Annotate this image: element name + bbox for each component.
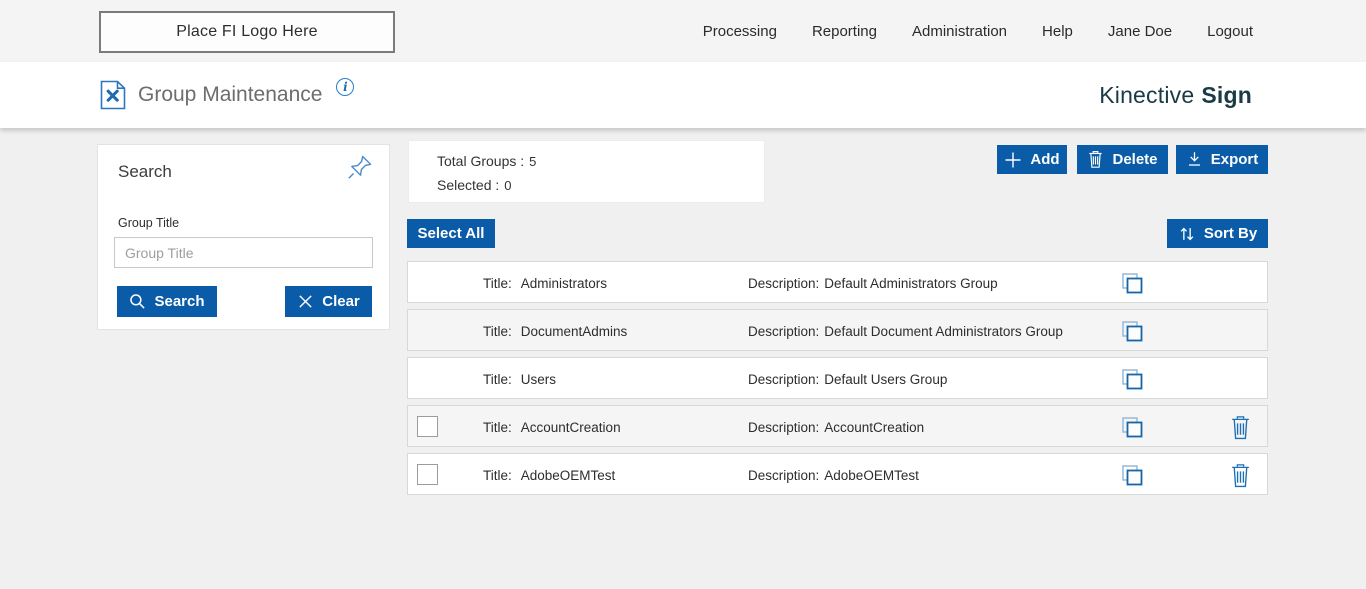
document-tools-icon [100, 80, 126, 110]
group-description-value: AdobeOEMTest [824, 467, 919, 483]
copy-icon[interactable] [1119, 366, 1146, 393]
group-title-value: Users [520, 371, 557, 387]
group-row: Title: AdobeOEMTest Description: AdobeOE… [407, 453, 1268, 495]
group-title-cell: Title: Users [483, 358, 556, 400]
group-description-cell: Description: AccountCreation [748, 406, 924, 448]
total-groups-value: 5 [529, 154, 537, 169]
title-label: Title: [483, 371, 512, 387]
group-description-cell: Description: Default Users Group [748, 358, 947, 400]
copy-icon[interactable] [1119, 414, 1146, 441]
group-description-value: Default Administrators Group [824, 275, 998, 291]
title-label: Title: [483, 275, 512, 291]
export-button[interactable]: Export [1176, 145, 1268, 174]
row-checkbox[interactable] [417, 416, 438, 437]
fi-logo-placeholder[interactable]: Place FI Logo Here [99, 11, 395, 53]
description-label: Description: [748, 467, 820, 483]
search-button[interactable]: Search [117, 286, 217, 317]
description-label: Description: [748, 419, 820, 435]
group-title-value: Administrators [520, 275, 608, 291]
title-label: Title: [483, 419, 512, 435]
group-title-input[interactable] [114, 237, 373, 268]
brand-logo: Kinective Sign [1099, 62, 1252, 128]
row-checkbox[interactable] [417, 464, 438, 485]
x-icon [297, 293, 314, 310]
up-down-arrows-icon [1178, 225, 1196, 243]
group-title-cell: Title: AccountCreation [483, 406, 621, 448]
page-head: Group Maintenance i [100, 62, 355, 128]
selected-count: Selected :0 [437, 177, 512, 193]
group-description-cell: Description: Default Document Administra… [748, 310, 1063, 352]
copy-icon[interactable] [1119, 462, 1146, 489]
description-label: Description: [748, 371, 820, 387]
top-bar: Place FI Logo Here Processing Reporting … [0, 0, 1366, 62]
add-button[interactable]: Add [997, 145, 1067, 174]
pushpin-icon[interactable] [346, 153, 374, 181]
total-groups: Total Groups :5 [437, 153, 537, 169]
group-title-value: DocumentAdmins [520, 323, 628, 339]
group-description-value: Default Users Group [824, 371, 948, 387]
description-label: Description: [748, 323, 820, 339]
selected-count-value: 0 [504, 178, 512, 193]
group-title-cell: Title: Administrators [483, 262, 607, 304]
copy-icon[interactable] [1119, 318, 1146, 345]
group-title-cell: Title: AdobeOEMTest [483, 454, 615, 496]
trash-icon [1087, 150, 1104, 169]
nav-help[interactable]: Help [1042, 22, 1073, 40]
group-description-value: Default Document Administrators Group [824, 323, 1063, 339]
sort-by-button[interactable]: Sort By [1167, 219, 1268, 248]
download-icon [1186, 151, 1203, 168]
info-icon[interactable]: i [336, 78, 355, 96]
nav-administration[interactable]: Administration [911, 22, 1008, 40]
top-navigation: Processing Reporting Administration Help… [703, 0, 1253, 62]
search-panel-title: Search [118, 162, 172, 181]
title-label: Title: [483, 467, 512, 483]
group-title-value: AccountCreation [520, 419, 621, 435]
group-row: Title: AccountCreation Description: Acco… [407, 405, 1268, 447]
group-title-value: AdobeOEMTest [520, 467, 616, 483]
nav-reporting[interactable]: Reporting [811, 22, 877, 40]
brand-product: Sign [1201, 81, 1252, 108]
group-row: Title: DocumentAdmins Description: Defau… [407, 309, 1268, 351]
group-title-cell: Title: DocumentAdmins [483, 310, 627, 352]
group-description-value: AccountCreation [824, 419, 925, 435]
select-all-button[interactable]: Select All [407, 219, 495, 248]
delete-row-icon[interactable] [1229, 463, 1252, 488]
groups-list: Title: Administrators Description: Defau… [407, 261, 1268, 501]
search-panel: Search Group Title Search Clear [97, 144, 390, 330]
description-label: Description: [748, 275, 820, 291]
nav-processing[interactable]: Processing [702, 22, 777, 40]
group-description-cell: Description: AdobeOEMTest [748, 454, 919, 496]
brand-name: Kinective [1099, 81, 1195, 108]
delete-row-icon[interactable] [1229, 415, 1252, 440]
magnifier-icon [129, 293, 146, 310]
delete-button[interactable]: Delete [1077, 145, 1168, 174]
plus-icon [1004, 151, 1022, 169]
group-row: Title: Administrators Description: Defau… [407, 261, 1268, 303]
copy-icon[interactable] [1119, 270, 1146, 297]
group-row: Title: Users Description: Default Users … [407, 357, 1268, 399]
groups-summary: Total Groups :5 Selected :0 [408, 140, 765, 203]
nav-user-name[interactable]: Jane Doe [1107, 22, 1173, 40]
fi-logo-text: Place FI Logo Here [176, 23, 318, 40]
page-title: Group Maintenance [138, 83, 323, 106]
group-title-label: Group Title [118, 216, 180, 230]
nav-logout[interactable]: Logout [1207, 22, 1253, 40]
page-header: Group Maintenance i Kinective Sign [0, 62, 1366, 128]
title-label: Title: [483, 323, 512, 339]
group-description-cell: Description: Default Administrators Grou… [748, 262, 998, 304]
clear-button[interactable]: Clear [285, 286, 372, 317]
